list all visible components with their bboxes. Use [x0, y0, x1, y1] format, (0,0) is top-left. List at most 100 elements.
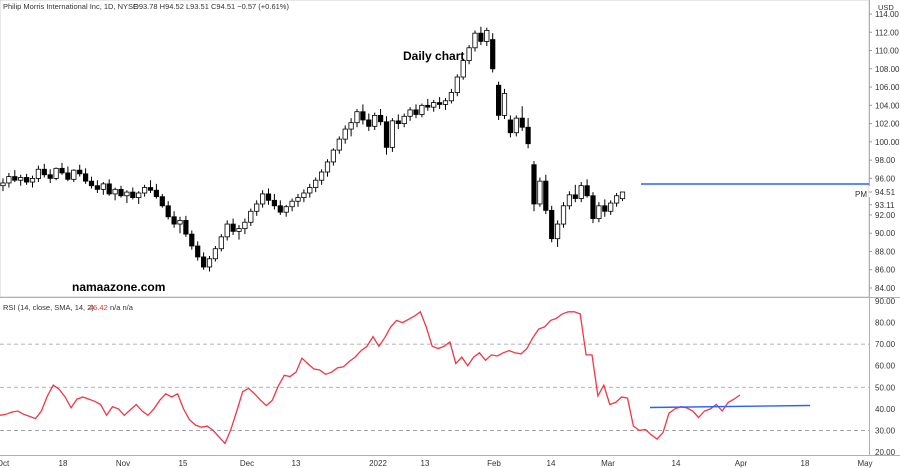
candle-body — [614, 195, 620, 204]
candle — [466, 45, 472, 65]
candle — [348, 118, 354, 137]
candle — [100, 182, 106, 195]
candle-body — [425, 104, 431, 108]
candle-body — [619, 191, 626, 200]
candle — [537, 177, 543, 207]
candle — [407, 107, 413, 121]
symbol-info: Philip Morris International Inc, 1D, NYS… — [3, 2, 138, 11]
time-tick-label: Oct — [0, 459, 10, 468]
candle-body — [65, 172, 71, 180]
candle — [490, 33, 496, 73]
candle-body — [578, 185, 584, 199]
candle — [401, 113, 407, 128]
candle — [165, 201, 171, 220]
price-tick-label: 114.00 — [875, 10, 899, 19]
candle-body — [478, 32, 484, 42]
price-tick-label: 112.00 — [875, 28, 899, 37]
candle — [18, 174, 24, 186]
candle-body — [543, 180, 549, 211]
candle-body — [448, 92, 455, 102]
candle — [313, 177, 319, 193]
candle-body — [200, 256, 207, 268]
candle-body — [147, 187, 154, 191]
candle — [436, 97, 443, 109]
candle-body — [602, 205, 608, 212]
price-tick-label: 84.00 — [875, 284, 896, 293]
candle — [377, 108, 384, 126]
candle — [59, 162, 65, 175]
candle — [295, 193, 301, 207]
candle-body — [436, 102, 443, 105]
candle — [442, 98, 449, 110]
rsi-legend-label: RSI (14, close, SMA, 14, 2) — [3, 303, 94, 312]
candle — [242, 218, 248, 235]
candle-body — [271, 199, 278, 207]
candle-body — [596, 205, 602, 219]
candle — [254, 200, 260, 216]
candle-body — [124, 191, 130, 197]
candle-body — [289, 200, 295, 208]
candle — [389, 118, 396, 152]
candle — [372, 112, 378, 130]
candle-body — [501, 93, 508, 116]
candle-body — [165, 205, 171, 218]
candle-body — [29, 177, 36, 183]
candle — [206, 256, 213, 272]
candle-body — [224, 223, 230, 238]
candle — [419, 103, 425, 118]
time-tick-label: 18 — [59, 459, 68, 468]
candle — [271, 193, 278, 210]
candle — [12, 170, 18, 183]
currency-label: USD — [878, 3, 894, 12]
candle-body — [584, 185, 590, 197]
candle — [472, 30, 478, 52]
candle-body — [195, 245, 201, 258]
candle-body — [466, 47, 472, 61]
price-pane-frame — [0, 0, 870, 298]
candle — [608, 200, 614, 215]
candle — [112, 187, 118, 201]
rsi-trendline[interactable] — [649, 404, 811, 409]
candle-body — [324, 161, 331, 173]
candle-body — [177, 220, 183, 225]
rsi-bands — [0, 343, 869, 431]
candle-body — [454, 76, 460, 93]
candle — [519, 106, 525, 131]
candle-body — [59, 167, 65, 174]
candle — [183, 215, 189, 237]
rsi-legend-value: 46.42 — [89, 303, 108, 312]
candle-body — [330, 149, 337, 163]
candle-body — [360, 111, 366, 121]
rsi-line — [0, 310, 741, 445]
candle-body — [248, 210, 254, 223]
candle-body — [242, 221, 248, 230]
time-tick-label: Apr — [735, 459, 748, 468]
candle — [224, 220, 230, 241]
candle — [584, 179, 590, 198]
candle-body — [531, 164, 537, 205]
candle — [23, 173, 30, 185]
candle — [236, 224, 242, 240]
candle — [6, 172, 12, 188]
candle — [454, 74, 460, 97]
candle — [342, 125, 348, 144]
candle — [495, 81, 502, 120]
candle — [195, 241, 201, 261]
candle — [230, 218, 236, 236]
candle-body — [354, 111, 360, 124]
rsi-axis: 90.00 80.00 70.00 60.00 50.00 40.00 30.00 20.00 — [875, 297, 896, 457]
candle — [549, 205, 555, 243]
time-tick-label: May — [857, 459, 872, 468]
chart-title: Daily chart — [403, 49, 464, 63]
rsi-tick-label: 50.00 — [875, 383, 896, 392]
candle — [53, 167, 59, 181]
candle — [566, 191, 573, 210]
price-tick-label: 110.00 — [875, 47, 899, 56]
rsi-tick-label: 90.00 — [875, 297, 896, 306]
candle — [395, 114, 401, 130]
candle-body — [555, 223, 561, 240]
price-tick-label: 93.11 — [875, 201, 895, 210]
candle — [265, 188, 272, 205]
candle — [572, 184, 578, 203]
